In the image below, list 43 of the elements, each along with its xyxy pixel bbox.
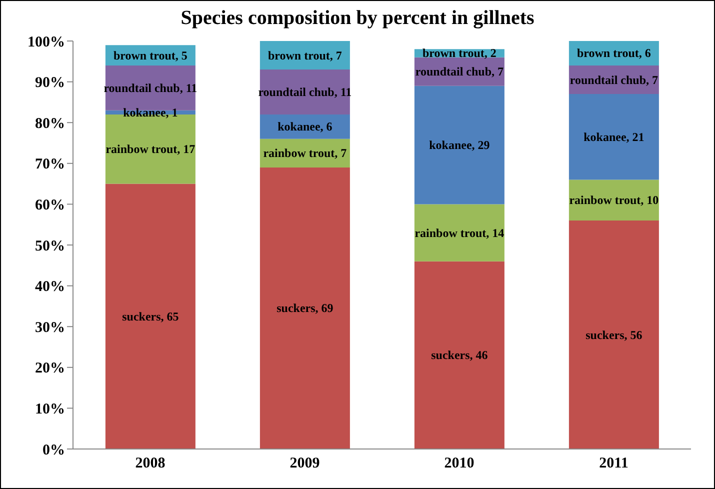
data-label: suckers, 56 xyxy=(586,328,642,342)
data-label: rainbow trout, 10 xyxy=(569,193,659,208)
y-tick-label: 80% xyxy=(35,116,65,132)
data-label: kokanee, 1 xyxy=(123,105,178,120)
chart-title: Species composition by percent in gillnets xyxy=(180,7,536,30)
data-label: brown trout, 7 xyxy=(268,48,342,62)
bar xyxy=(568,94,659,180)
x-tick-label: 2010 xyxy=(444,456,474,472)
data-label: brown trout, 6 xyxy=(576,46,651,60)
data-label: roundtail chub, 7 xyxy=(415,64,504,79)
data-label: roundtail chub, 7 xyxy=(570,72,658,87)
data-label: rainbow trout, 14 xyxy=(414,226,504,240)
x-tick-label: 2009 xyxy=(290,456,320,472)
bar xyxy=(414,86,504,204)
bar xyxy=(260,167,350,449)
data-label: suckers, 46 xyxy=(431,348,488,362)
data-label: kokanee, 21 xyxy=(584,130,644,144)
data-label: rainbow trout, 17 xyxy=(106,142,196,156)
data-label: kokanee, 29 xyxy=(429,138,490,152)
y-tick-label: 20% xyxy=(35,360,65,377)
bar xyxy=(414,261,504,449)
x-tick-label: 2008 xyxy=(135,456,166,472)
data-label: rainbow trout, 7 xyxy=(263,146,347,160)
y-tick-label: 10% xyxy=(35,402,65,418)
x-tick-label: 2011 xyxy=(599,456,628,472)
y-tick-label: 0% xyxy=(42,442,65,458)
y-tick-label: 60% xyxy=(35,198,65,214)
y-tick-label: 50% xyxy=(35,238,65,254)
data-label: brown trout, 2 xyxy=(422,46,496,60)
data-label: brown trout, 5 xyxy=(113,48,188,62)
bar xyxy=(568,180,659,221)
y-tick-label: 30% xyxy=(35,320,65,336)
y-tick-label: 40% xyxy=(35,279,65,296)
bar xyxy=(105,184,196,449)
y-tick-label: 70% xyxy=(35,156,65,173)
bar xyxy=(414,204,504,262)
y-tick-label: 90% xyxy=(35,75,65,92)
data-label: kokanee, 6 xyxy=(278,120,332,134)
bar xyxy=(260,114,350,139)
data-label: suckers, 69 xyxy=(276,301,334,316)
data-label: suckers, 65 xyxy=(122,309,179,324)
y-tick-label: 100% xyxy=(28,34,65,50)
bar xyxy=(568,220,659,449)
